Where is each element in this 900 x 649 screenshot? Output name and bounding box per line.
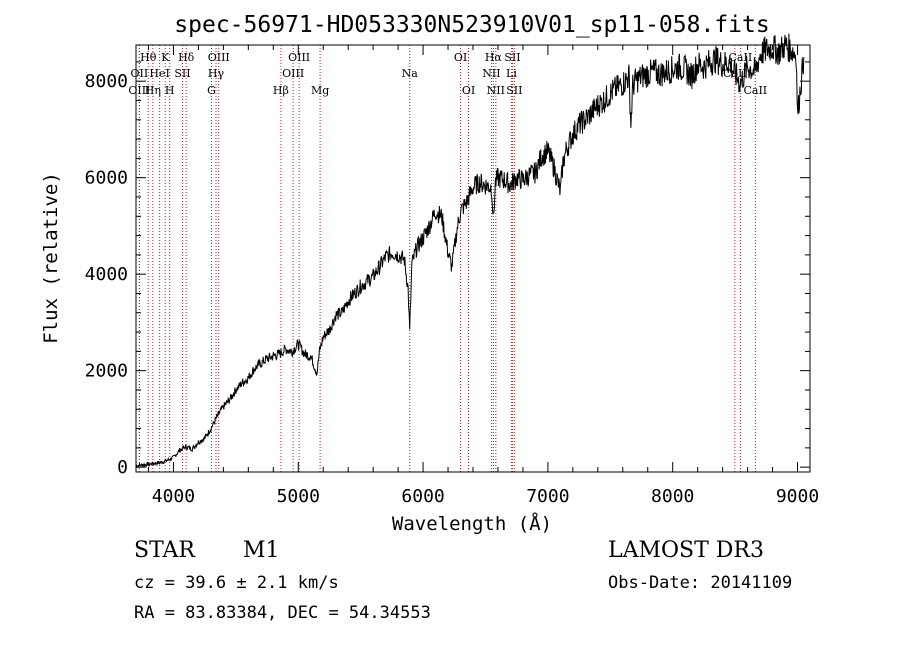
line-label: SII (506, 84, 522, 97)
line-label: OII (131, 67, 149, 80)
line-label: Na (402, 67, 419, 80)
x-tick-label: 9000 (776, 486, 819, 507)
line-label: Hα (485, 51, 503, 64)
line-label: Mg (311, 84, 329, 97)
spectrum-line (135, 33, 805, 469)
chart-title: spec-56971-HD053330N523910V01_sp11-058.f… (174, 12, 769, 38)
x-tick-label: 7000 (526, 486, 569, 507)
survey-name: LAMOST DR3 (608, 538, 764, 563)
x-tick-label: 8000 (651, 486, 694, 507)
line-label: SII (504, 51, 520, 64)
line-label: OIII (282, 67, 304, 80)
x-tick-label: 6000 (401, 486, 444, 507)
y-tick-label: 0 (117, 457, 128, 478)
x-axis: 4000 5000 6000 7000 8000 9000 (147, 45, 819, 507)
y-tick-label: 6000 (85, 168, 128, 189)
line-label: CaII (729, 51, 753, 64)
line-label: CaII (743, 84, 767, 97)
x-tick-label: 5000 (277, 486, 320, 507)
line-label: OI (454, 51, 467, 64)
line-label: Hβ (273, 84, 289, 97)
x-tick-label: 4000 (152, 486, 195, 507)
emission-line-markers (138, 45, 756, 472)
y-tick-label: 8000 (85, 71, 128, 92)
line-label: NII (482, 67, 500, 80)
y-axis-label: Flux (relative) (40, 172, 62, 344)
line-label: Hθ (140, 51, 157, 64)
line-label: Li (506, 67, 517, 80)
redshift-velocity: cz = 39.6 ± 2.1 km/s (134, 573, 339, 593)
x-axis-label: Wavelength (Å) (392, 512, 552, 535)
observation-date: Obs-Date: 20141109 (608, 573, 793, 593)
sky-coordinates: RA = 83.83384, DEC = 54.34553 (134, 603, 431, 623)
line-label: Hη (145, 84, 161, 97)
line-label: OIII (288, 51, 310, 64)
y-tick-label: 4000 (85, 264, 128, 285)
line-label: K (161, 51, 170, 64)
plot-frame (135, 44, 811, 473)
line-label: OIII (208, 51, 230, 64)
y-tick-label: 2000 (85, 361, 128, 382)
object-class: STAR (134, 538, 195, 563)
line-label: H (165, 84, 175, 97)
line-label: OIII (128, 84, 150, 97)
line-label: Hγ (208, 67, 225, 80)
line-label: HeI (149, 67, 169, 80)
line-label: Hδ (178, 51, 195, 64)
y-axis: 0 2000 4000 6000 8000 (85, 61, 810, 478)
line-label: G (207, 84, 216, 97)
line-label: SII (174, 67, 190, 80)
line-label: OI (462, 84, 475, 97)
line-label: NII (487, 84, 505, 97)
object-subclass: M1 (243, 538, 280, 563)
